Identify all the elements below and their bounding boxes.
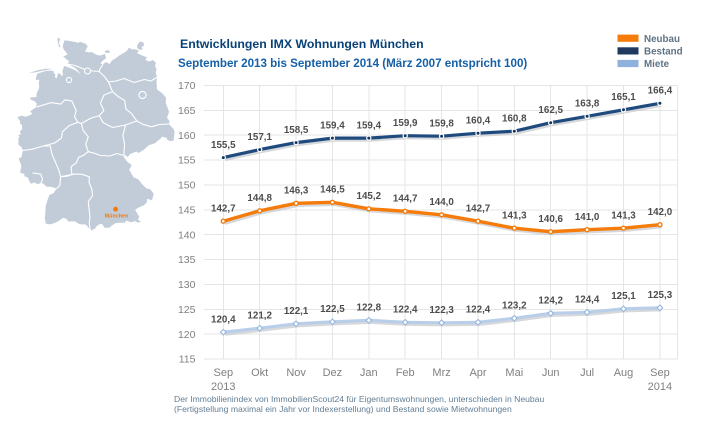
svg-text:Entwicklungen IMX Wohnungen Mü: Entwicklungen IMX Wohnungen München: [180, 37, 424, 51]
svg-text:124,2: 124,2: [538, 296, 563, 307]
svg-text:146,3: 146,3: [284, 186, 309, 197]
svg-text:165,1: 165,1: [611, 92, 636, 103]
svg-text:160,8: 160,8: [502, 113, 527, 124]
svg-text:120,4: 120,4: [211, 314, 236, 325]
svg-text:Sep: Sep: [650, 367, 670, 379]
svg-text:2013: 2013: [211, 381, 235, 393]
svg-text:Feb: Feb: [396, 367, 415, 379]
svg-text:155,5: 155,5: [211, 140, 236, 151]
svg-text:159,4: 159,4: [357, 120, 382, 131]
svg-text:123,2: 123,2: [502, 301, 527, 312]
svg-text:Nov: Nov: [286, 367, 306, 379]
svg-text:Aug: Aug: [614, 367, 634, 379]
svg-text:157,1: 157,1: [247, 132, 272, 143]
svg-text:(Fertigstellung maximal ein Ja: (Fertigstellung maximal ein Jahr vor Ind…: [174, 404, 512, 414]
svg-text:165: 165: [178, 105, 196, 117]
svg-text:142,0: 142,0: [648, 207, 673, 218]
svg-text:Okt: Okt: [251, 367, 268, 379]
svg-text:Neubau: Neubau: [644, 34, 680, 45]
svg-text:122,5: 122,5: [320, 304, 345, 315]
svg-text:Bestand: Bestand: [644, 47, 683, 58]
svg-text:Sep: Sep: [214, 367, 234, 379]
svg-text:Jan: Jan: [360, 367, 378, 379]
svg-text:170: 170: [178, 80, 196, 92]
svg-text:163,8: 163,8: [575, 99, 600, 110]
svg-text:120: 120: [178, 329, 196, 341]
svg-text:146,5: 146,5: [320, 185, 345, 196]
svg-text:162,5: 162,5: [538, 105, 563, 116]
svg-text:142,7: 142,7: [466, 203, 491, 214]
svg-text:144,7: 144,7: [393, 194, 418, 205]
svg-text:141,3: 141,3: [502, 210, 527, 221]
svg-text:166,4: 166,4: [648, 86, 673, 97]
svg-text:124,4: 124,4: [575, 295, 600, 306]
svg-text:Der Immobilienindex von Immobi: Der Immobilienindex von ImmobilienScout2…: [174, 394, 544, 404]
svg-text:122,1: 122,1: [284, 306, 309, 317]
svg-text:158,5: 158,5: [284, 125, 309, 136]
svg-text:145,2: 145,2: [357, 191, 382, 202]
svg-text:Miete: Miete: [644, 59, 670, 70]
svg-text:141,3: 141,3: [611, 210, 636, 221]
svg-text:Jun: Jun: [542, 367, 560, 379]
svg-text:159,9: 159,9: [393, 118, 418, 129]
svg-text:144,8: 144,8: [247, 193, 272, 204]
svg-text:140,6: 140,6: [538, 214, 563, 225]
svg-text:125: 125: [178, 304, 196, 316]
svg-text:122,4: 122,4: [466, 305, 491, 316]
svg-text:115: 115: [179, 354, 196, 366]
svg-text:125,1: 125,1: [611, 291, 636, 302]
svg-text:September 2013 bis September 2: September 2013 bis September 2014 (März …: [178, 57, 527, 70]
svg-text:140: 140: [178, 229, 196, 241]
svg-text:159,8: 159,8: [429, 118, 454, 129]
svg-text:122,4: 122,4: [393, 305, 418, 316]
svg-text:München: München: [105, 214, 129, 220]
svg-text:142,7: 142,7: [211, 203, 236, 214]
svg-text:121,2: 121,2: [247, 310, 272, 321]
svg-text:155: 155: [178, 155, 196, 167]
svg-text:145: 145: [178, 204, 196, 216]
svg-text:125,3: 125,3: [648, 290, 673, 301]
svg-text:Jul: Jul: [580, 367, 594, 379]
svg-text:Mrz: Mrz: [432, 367, 450, 379]
svg-text:160,4: 160,4: [466, 115, 491, 126]
svg-text:130: 130: [178, 279, 196, 291]
svg-text:2014: 2014: [648, 381, 672, 393]
svg-text:150: 150: [178, 180, 196, 192]
svg-text:Mai: Mai: [505, 367, 523, 379]
svg-text:122,8: 122,8: [357, 303, 382, 314]
svg-text:Dez: Dez: [323, 367, 343, 379]
svg-text:159,4: 159,4: [320, 120, 345, 131]
svg-text:141,0: 141,0: [575, 212, 600, 223]
svg-text:160: 160: [178, 130, 196, 142]
svg-text:122,3: 122,3: [429, 305, 454, 316]
svg-text:135: 135: [178, 254, 196, 266]
svg-text:Apr: Apr: [469, 367, 486, 379]
svg-text:144,0: 144,0: [429, 197, 454, 208]
